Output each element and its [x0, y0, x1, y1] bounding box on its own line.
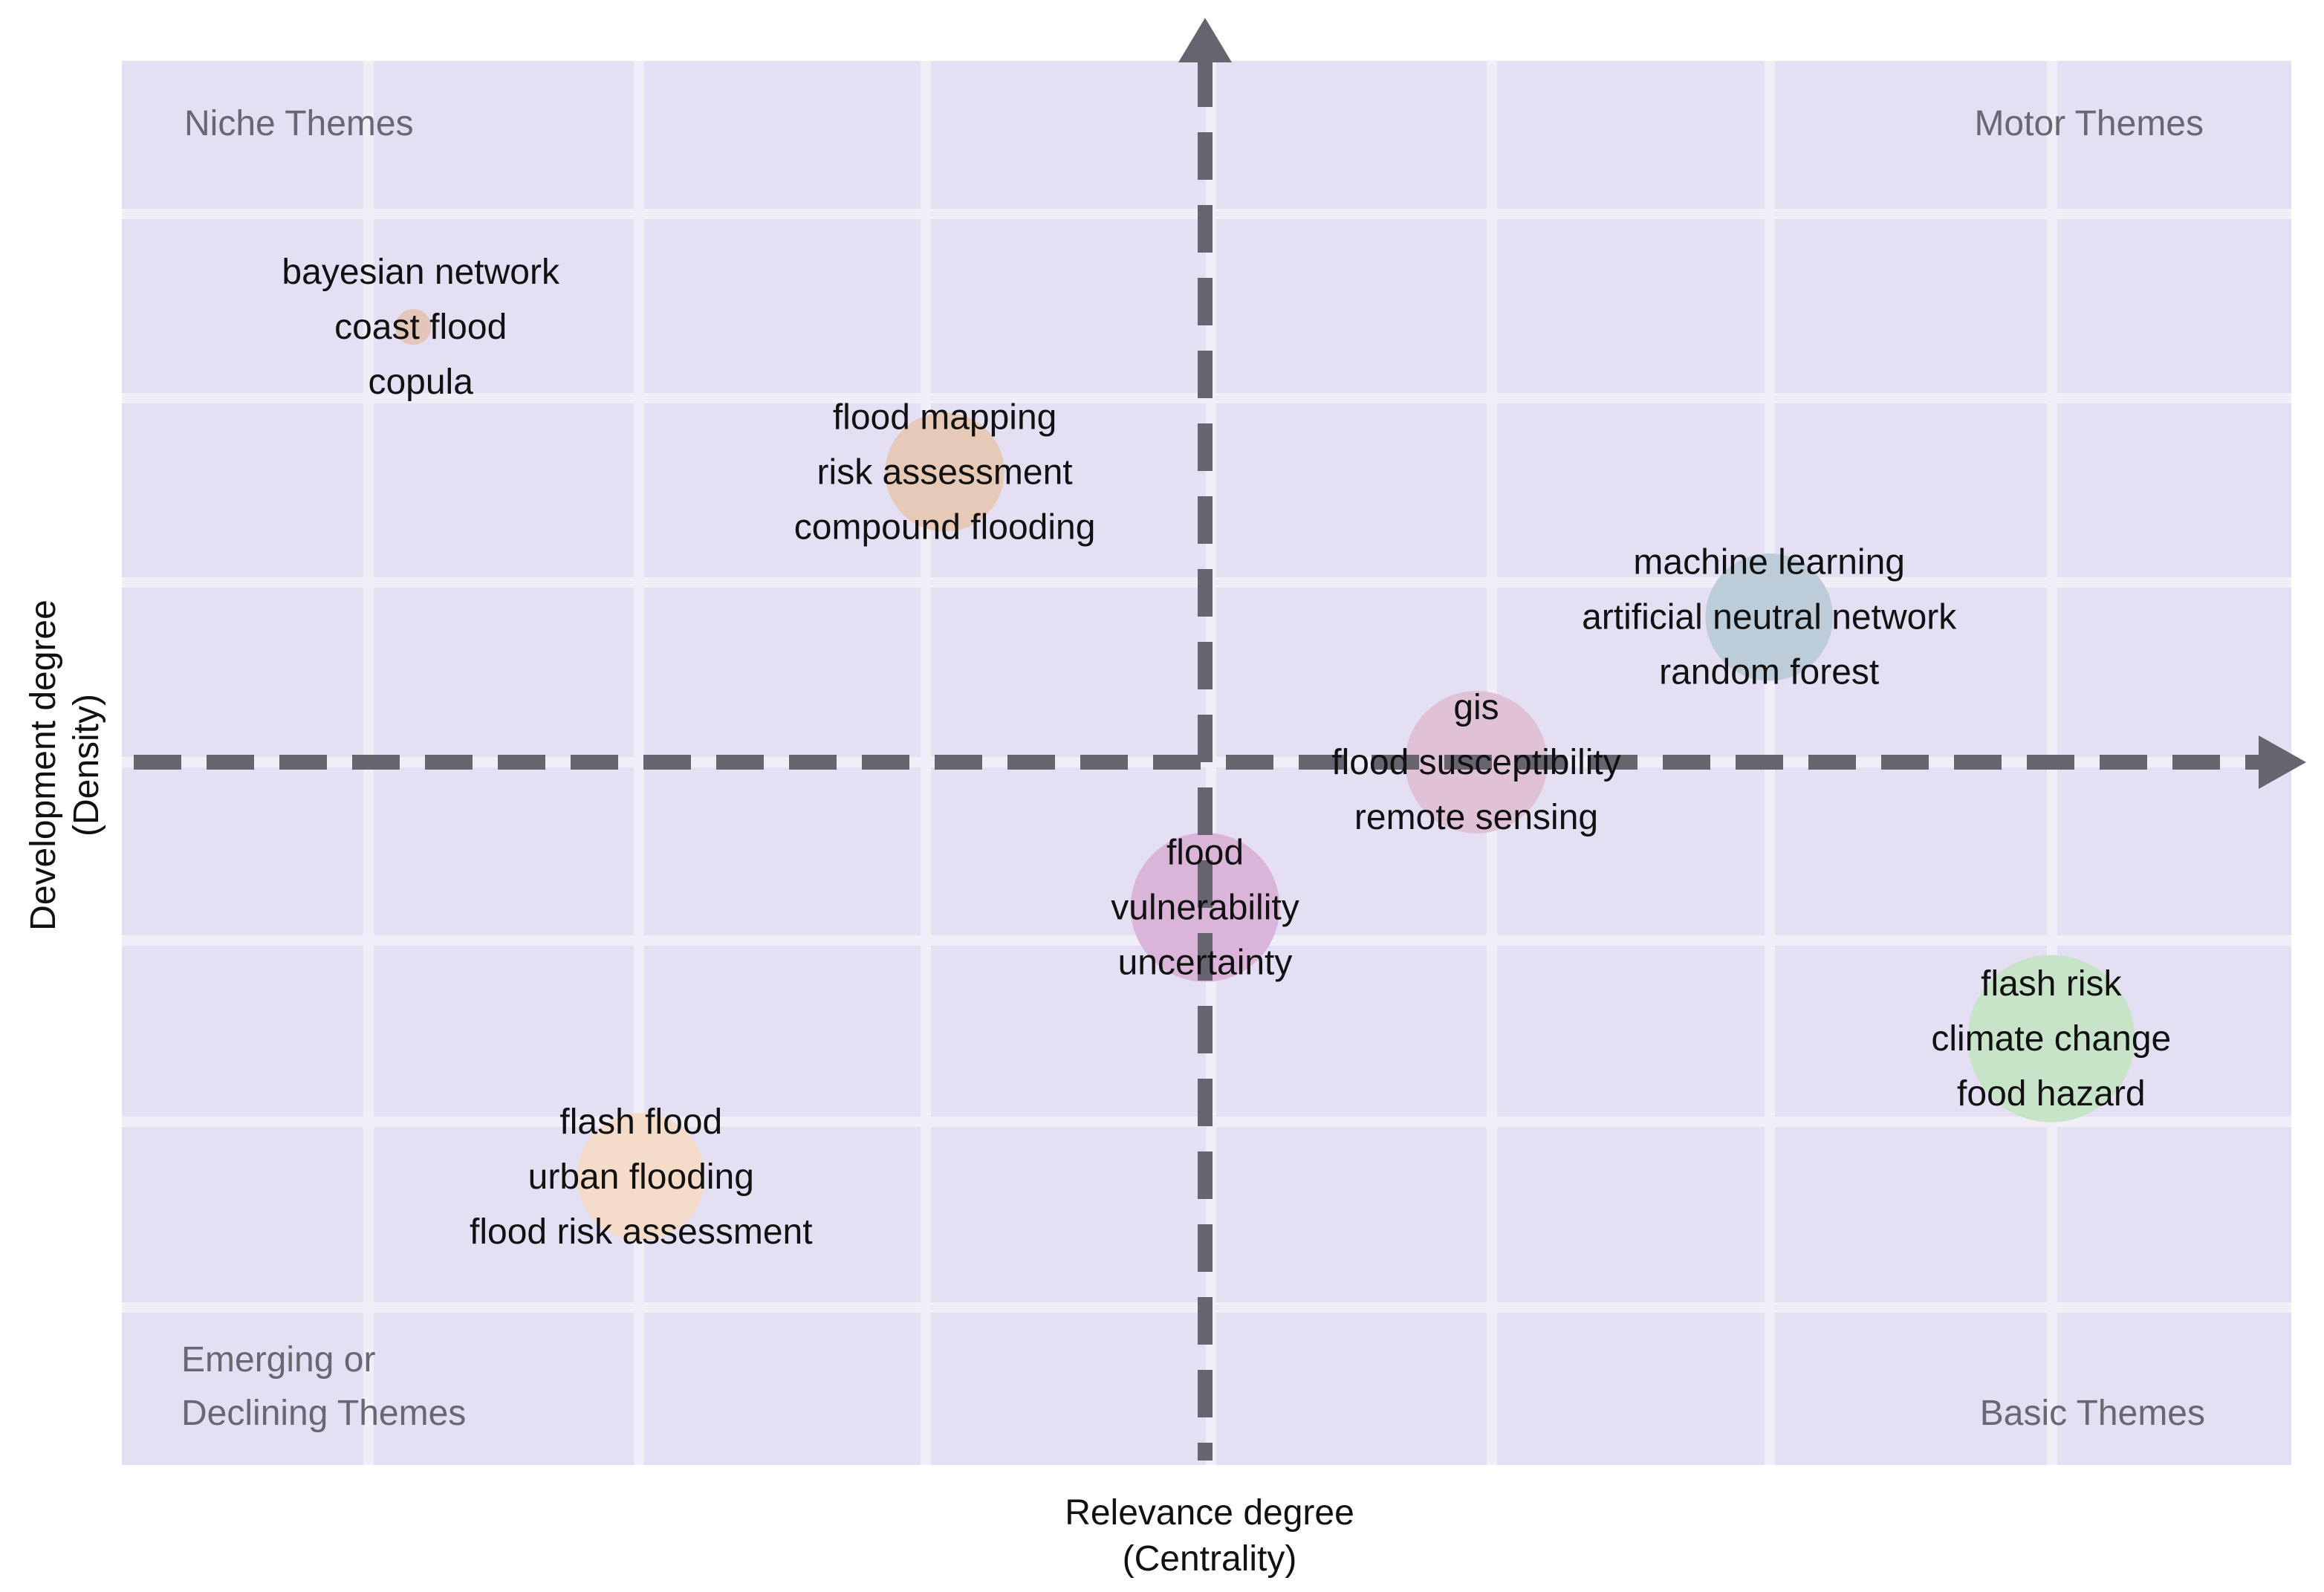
cluster-keyword-label: uncertainty	[1118, 943, 1293, 982]
cluster-keyword-label: random forest	[1659, 653, 1879, 692]
cluster-keyword-label: gis	[1453, 688, 1499, 727]
cluster-bubble	[1705, 553, 1834, 681]
cluster-bubble	[577, 1113, 705, 1241]
cluster-keyword-label: machine learning	[1633, 543, 1905, 582]
y-axis-title: (Density)	[67, 694, 106, 836]
cluster-keyword-label: flash risk	[1981, 964, 2122, 1004]
cluster-keyword-label: copula	[368, 363, 473, 402]
cluster-keyword-label: remote sensing	[1354, 798, 1598, 837]
quadrant-label-basic: Basic Themes	[1980, 1394, 2205, 1433]
cluster-bubble	[885, 412, 1004, 532]
cluster-keyword-label: coast flood	[334, 308, 507, 347]
quadrant-label-emerging: Declining Themes	[181, 1394, 466, 1433]
cluster-keyword-label: compound flooding	[794, 507, 1096, 547]
cluster-labels: bayesian network coast flood copula flood m…	[282, 253, 2171, 1252]
axis-titles: Relevance degree (Centrality) Development …	[24, 600, 1354, 1579]
quadrant-label-niche: Niche Themes	[184, 104, 414, 143]
y-axis-title-group: Development degree (Density)	[24, 600, 106, 931]
cluster-keyword-label: climate change	[1931, 1019, 2171, 1059]
x-axis-title: (Centrality)	[1123, 1539, 1297, 1579]
cluster-keyword-label: flood risk assessment	[470, 1212, 813, 1252]
cluster-keyword-label: flood mapping	[833, 397, 1057, 437]
cluster-keyword-label: urban flooding	[528, 1157, 754, 1197]
x-axis-arrowhead	[2259, 735, 2306, 789]
cluster-keyword-label: food hazard	[1957, 1074, 2146, 1114]
cluster-bubble	[395, 309, 432, 345]
cluster-keyword-label: flash flood	[559, 1102, 722, 1142]
cluster-keyword-label: risk assessment	[817, 452, 1073, 492]
quadrant-label-motor: Motor Themes	[1974, 104, 2204, 143]
y-axis-title: Development degree	[24, 600, 63, 931]
quadrant-label-emerging: Emerging or	[181, 1340, 375, 1380]
axes	[134, 18, 2306, 1461]
cluster-keyword-label: bayesian network	[282, 253, 560, 292]
cluster-bubble	[1967, 955, 2135, 1122]
cluster-bubbles	[395, 309, 2135, 1241]
quadrant-labels: Niche Themes Motor Themes Emerging or Decli…	[181, 104, 2205, 1433]
cluster-keyword-label: flood susceptibility	[1331, 743, 1621, 782]
x-axis-title: Relevance degree	[1065, 1493, 1354, 1533]
cluster-keyword-label: vulnerability	[1111, 888, 1299, 927]
y-axis-arrowhead	[1178, 18, 1232, 62]
cluster-keyword-label: flood	[1166, 833, 1244, 872]
cluster-keyword-label: artificial neutral network	[1582, 598, 1957, 637]
